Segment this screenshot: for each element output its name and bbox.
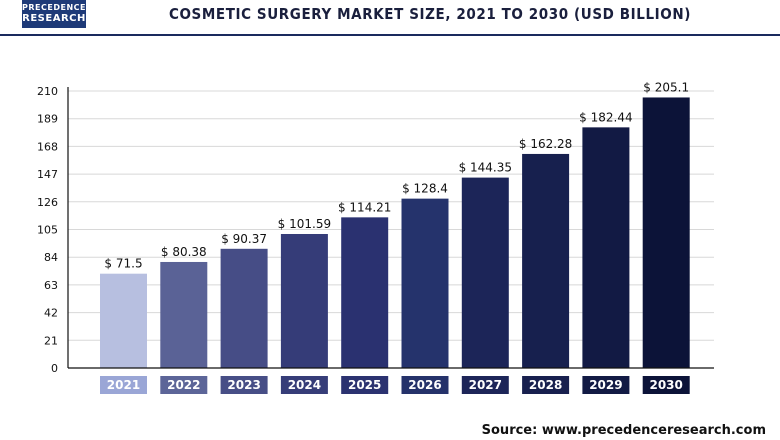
x-tick-label-2025: 2025 xyxy=(348,378,381,392)
y-tick-label: 84 xyxy=(44,251,58,264)
category-label-box xyxy=(522,376,570,394)
category-label-box xyxy=(582,376,630,394)
header: PRECEDENCE RESEARCH COSMETIC SURGERY MAR… xyxy=(0,0,780,36)
category-label-box xyxy=(341,376,389,394)
value-label-2024: $ 101.59 xyxy=(278,217,331,231)
y-tick-label: 147 xyxy=(37,168,58,181)
axes xyxy=(67,87,714,369)
value-label-2029: $ 182.44 xyxy=(579,110,632,124)
y-tick-label: 168 xyxy=(37,140,58,153)
bar-2026 xyxy=(401,198,449,368)
value-label-2021: $ 71.5 xyxy=(104,257,142,271)
y-tick-label: 189 xyxy=(37,113,58,126)
brand-logo: PRECEDENCE RESEARCH xyxy=(22,0,86,28)
value-label-2022: $ 80.38 xyxy=(161,245,207,259)
x-tick-label-2024: 2024 xyxy=(288,378,321,392)
category-label-box xyxy=(160,376,208,394)
bar-2021 xyxy=(100,273,147,368)
x-tick-label-2029: 2029 xyxy=(589,378,622,392)
chart-title: COSMETIC SURGERY MARKET SIZE, 2021 TO 20… xyxy=(168,5,692,23)
y-tick-label: 126 xyxy=(37,196,58,209)
bar-2025 xyxy=(341,217,389,368)
x-tick-label-2022: 2022 xyxy=(167,378,200,392)
bar-2024 xyxy=(280,233,328,368)
value-label-2030: $ 205.1 xyxy=(643,80,689,94)
category-labels: 2021 2022 2023 2024 2025 2026 2027 2028 2029 2030 xyxy=(100,376,690,394)
bars xyxy=(100,97,690,369)
value-label-2023: $ 90.37 xyxy=(221,232,267,246)
y-axis-ticks: 0 21 42 63 84 105 126 147 168 189 210 xyxy=(37,85,58,375)
bar-2023 xyxy=(220,248,268,368)
logo-line-1: PRECEDENCE xyxy=(22,3,86,12)
bar-2030 xyxy=(642,97,690,369)
bar-2027 xyxy=(461,177,509,368)
source-credit: Source: www.precedenceresearch.com xyxy=(481,423,766,438)
value-labels: $ 71.5 $ 80.38 $ 90.37 $ 101.59 $ 114.21 $ 12… xyxy=(104,80,689,270)
y-tick-label: 63 xyxy=(44,279,58,292)
y-tick-label: 21 xyxy=(44,334,58,347)
category-label-box xyxy=(461,376,509,394)
y-tick-label: 42 xyxy=(44,307,58,320)
bar-2029 xyxy=(582,127,630,368)
x-tick-label-2026: 2026 xyxy=(408,378,441,392)
bar-2028 xyxy=(522,153,570,368)
category-label-box xyxy=(220,376,268,394)
x-tick-label-2027: 2027 xyxy=(469,378,502,392)
bar-2022 xyxy=(160,261,208,368)
category-label-box xyxy=(401,376,449,394)
x-tick-label-2030: 2030 xyxy=(649,378,682,392)
x-tick-label-2023: 2023 xyxy=(227,378,260,392)
category-label-box xyxy=(280,376,328,394)
y-tick-label: 105 xyxy=(37,224,58,237)
y-tick-label: 210 xyxy=(37,85,58,98)
value-label-2025: $ 114.21 xyxy=(338,200,391,214)
value-label-2026: $ 128.4 xyxy=(402,182,448,196)
value-label-2028: $ 162.28 xyxy=(519,137,572,151)
x-tick-label-2021: 2021 xyxy=(107,378,140,392)
category-label-box xyxy=(100,376,147,394)
y-tick-label: 0 xyxy=(51,362,58,375)
x-tick-label-2028: 2028 xyxy=(529,378,562,392)
logo-line-2: RESEARCH xyxy=(22,13,86,24)
value-label-2027: $ 144.35 xyxy=(459,161,512,175)
category-label-box xyxy=(642,376,690,394)
